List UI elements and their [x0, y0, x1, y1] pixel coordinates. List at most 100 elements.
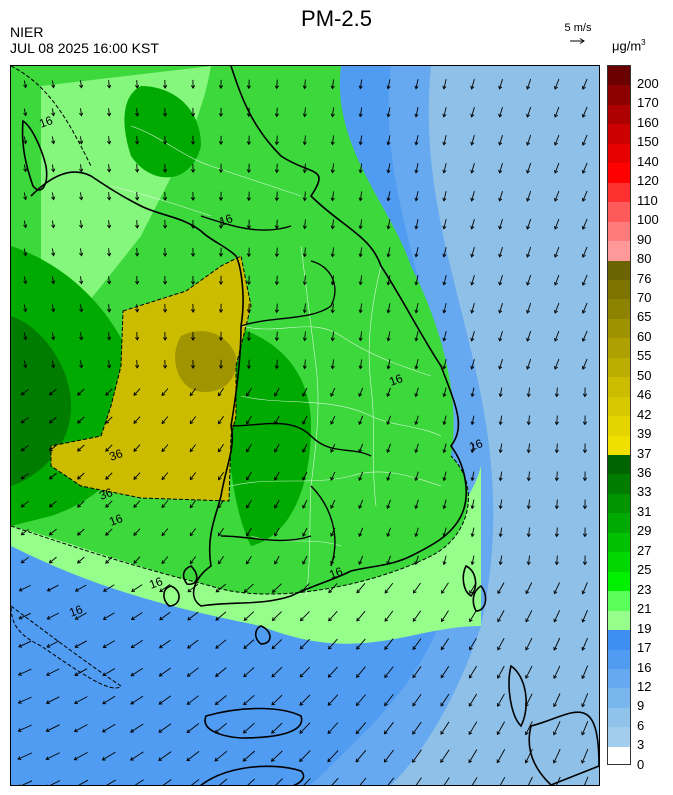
wind-vector — [158, 695, 172, 705]
wind-vector — [107, 248, 112, 257]
colorbar-level-label: 36 — [637, 465, 652, 480]
wind-vector — [386, 387, 391, 397]
wind-vector — [468, 693, 478, 707]
wind-vector — [554, 415, 559, 426]
wind-vector — [386, 471, 391, 481]
wind-vector — [79, 304, 84, 313]
wind-vector — [51, 248, 56, 257]
wind-vector — [102, 584, 115, 592]
admin-boundary — [300, 245, 319, 597]
colorbar-level-label: 50 — [637, 367, 652, 383]
wind-vector — [355, 722, 367, 735]
wind-vector — [190, 331, 196, 341]
wind-vector — [23, 360, 28, 369]
wind-vector — [498, 246, 503, 258]
colorbar-level-label: 9 — [637, 698, 645, 714]
wind-vector — [133, 444, 141, 452]
wind-vector — [440, 693, 450, 707]
wind-vector — [107, 80, 112, 89]
wind-vector — [581, 693, 589, 708]
wind-vector — [51, 108, 56, 117]
wind-vector — [187, 639, 199, 649]
wind-vector — [470, 78, 475, 90]
wind-vector — [162, 359, 168, 369]
wind-vector — [554, 218, 560, 230]
wind-vector — [498, 134, 503, 146]
wind-vector — [135, 304, 140, 313]
wind-vector — [581, 721, 589, 736]
wind-vector — [358, 527, 364, 537]
wind-vector — [48, 416, 57, 424]
colorbar-cell — [608, 649, 630, 670]
wind-vector — [46, 584, 59, 592]
colorbar-cell — [608, 610, 630, 631]
wind-vector — [51, 276, 56, 285]
wind-vector — [414, 107, 419, 118]
wind-vector — [554, 134, 560, 146]
wind-vector — [442, 247, 447, 258]
colorbar-level-label: 76 — [637, 270, 652, 286]
colorbar-cell — [608, 455, 630, 475]
wind-vector — [105, 416, 113, 424]
colorbar-cell — [608, 221, 630, 242]
wind-vector — [358, 275, 363, 286]
colorbar-level-label: 6 — [637, 717, 645, 733]
wind-vector — [107, 108, 112, 117]
colorbar-level-label: 33 — [637, 484, 652, 500]
colorbar-cell — [608, 474, 630, 495]
wind-vector — [470, 471, 475, 482]
colorbar-cell — [608, 377, 630, 398]
colorbar-level-label: 80 — [637, 251, 652, 267]
wind-vector — [186, 695, 199, 705]
colorbar-cell — [608, 532, 630, 553]
wind-vector — [274, 443, 280, 453]
wind-vector — [190, 135, 196, 145]
wind-vector — [554, 527, 559, 538]
wind-vector — [581, 134, 588, 146]
unit-exponent: 3 — [641, 38, 646, 47]
wind-vector — [358, 191, 363, 202]
wind-vector — [525, 693, 533, 708]
wind-vector — [274, 499, 280, 509]
wind-vector — [48, 500, 57, 508]
admin-boundaries — [110, 125, 442, 597]
wind-vector — [243, 611, 255, 621]
wind-vector — [74, 612, 87, 620]
wind-vector — [498, 415, 503, 426]
wind-vector — [243, 694, 255, 706]
wind-vector — [246, 359, 251, 370]
wind-vector — [358, 555, 364, 565]
wind-vector — [302, 219, 307, 230]
wind-vector — [383, 749, 394, 763]
wind-vector — [274, 135, 279, 146]
wind-vector — [526, 246, 532, 258]
wind-vector — [330, 359, 335, 370]
wind-vector — [162, 779, 172, 785]
wind-vector — [17, 724, 32, 732]
colorbar-cell — [608, 143, 630, 164]
wind-vector — [77, 388, 85, 396]
north-dark-patch — [124, 86, 201, 178]
wind-vector — [330, 79, 335, 90]
wind-vector — [358, 471, 364, 481]
colorbar-cell — [608, 299, 630, 320]
unit-label: μg/m3 — [612, 38, 646, 53]
wind-vector — [299, 611, 310, 622]
wind-vector — [387, 777, 395, 785]
wind-vector — [134, 779, 144, 785]
wind-vector — [386, 275, 391, 286]
wind-vector — [442, 499, 447, 510]
wind-vector — [442, 191, 447, 202]
colorbar-cell — [608, 182, 630, 203]
wind-vector — [327, 722, 339, 735]
wind-vector — [187, 583, 199, 593]
wind-vector — [20, 388, 29, 396]
colorbar-level-label: 3 — [637, 737, 645, 753]
province-boundary — [220, 535, 312, 542]
wind-vector — [355, 749, 367, 763]
pm25-map[interactable]: 16 36 36 16 16 16 16 16 16 16 — [10, 65, 600, 786]
wind-vector — [468, 721, 478, 736]
wind-vector — [414, 275, 419, 286]
wind-vector — [246, 219, 251, 230]
wind-vector — [161, 388, 169, 397]
